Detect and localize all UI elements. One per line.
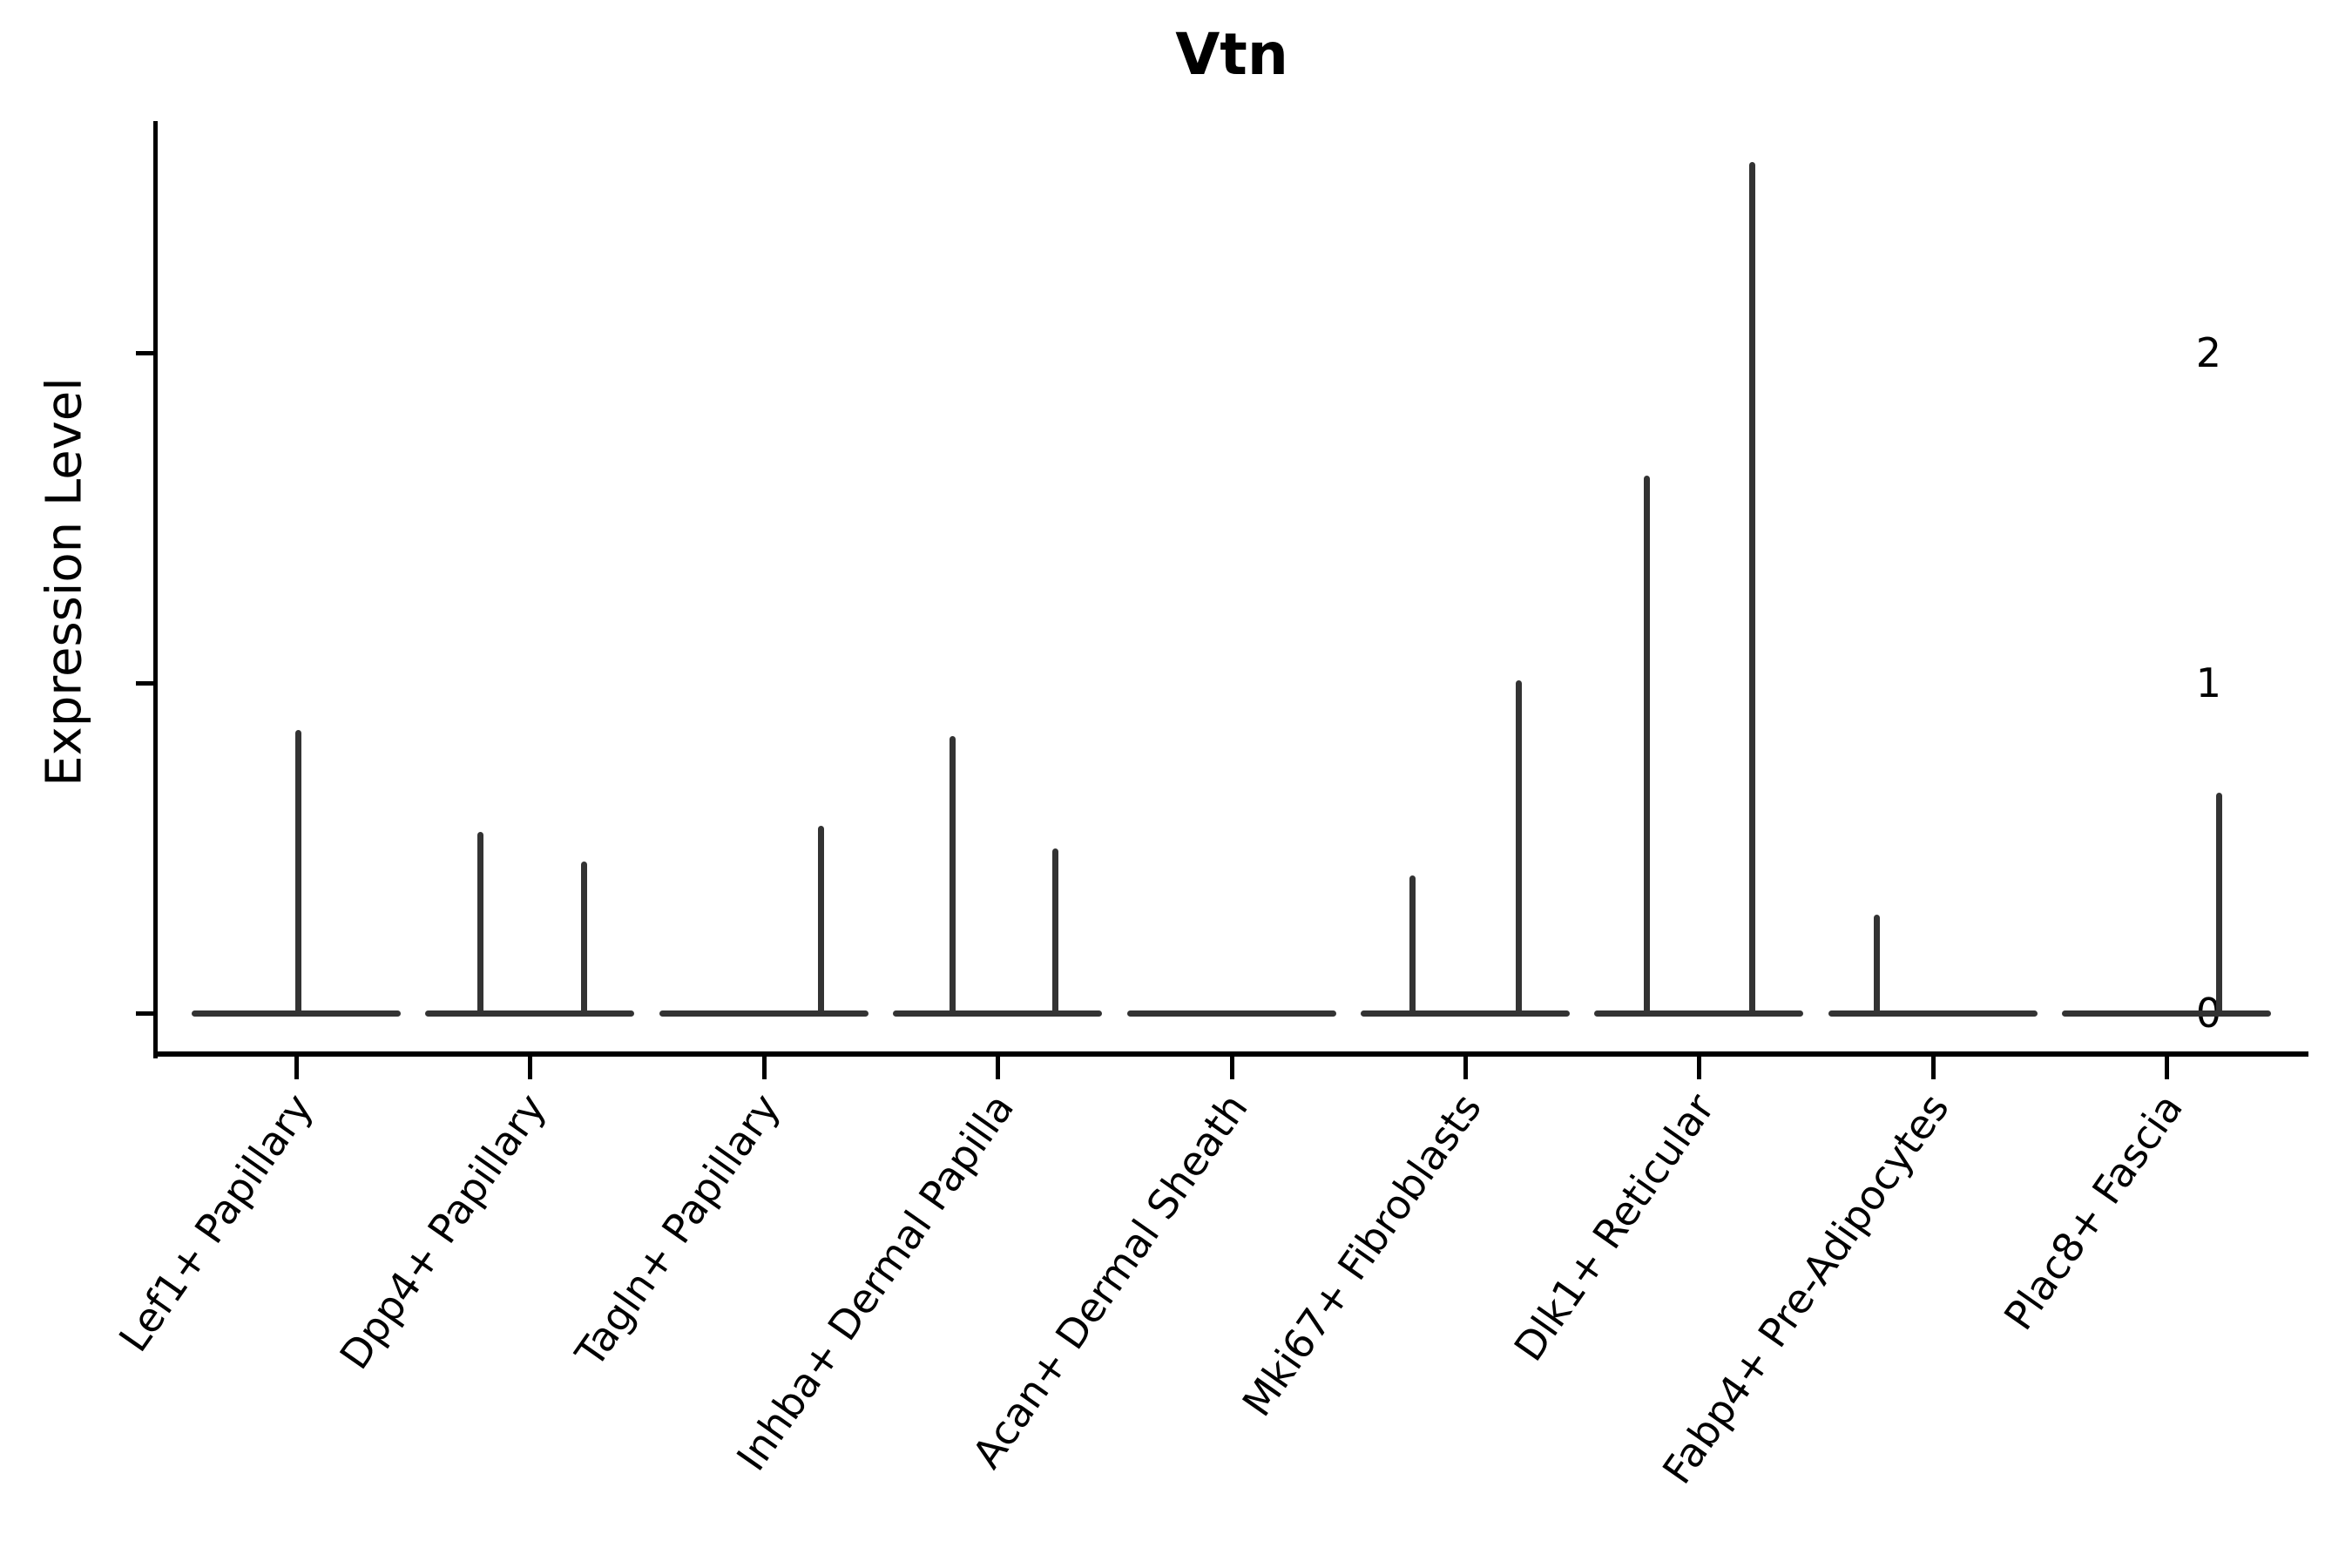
x-tick — [996, 1057, 1000, 1079]
violin-baseline — [425, 1010, 634, 1017]
violin-spike — [1516, 680, 1522, 1016]
x-tick — [1463, 1057, 1468, 1079]
y-tick — [136, 1011, 153, 1016]
x-tick-label: Acan+ Dermal Sheath — [963, 1085, 1257, 1477]
x-axis-spine — [153, 1051, 2308, 1057]
violin-baseline — [1361, 1010, 1570, 1017]
x-tick-label: Dlk1+ Reticular — [1504, 1085, 1724, 1370]
x-tick-label: Lef1+ Papillary — [109, 1085, 321, 1361]
violin-baseline — [1127, 1010, 1336, 1017]
chart-title: Vtn — [1175, 21, 1288, 88]
violin-spike — [818, 825, 824, 1016]
x-tick — [294, 1057, 299, 1079]
x-tick — [528, 1057, 532, 1079]
violin-spike — [950, 736, 956, 1016]
x-tick — [1697, 1057, 1701, 1079]
x-tick-label: Plac8+ Fascia — [1994, 1085, 2192, 1339]
violin-spike — [477, 832, 483, 1016]
violin-baseline — [1828, 1010, 2038, 1017]
violin-spike — [1052, 848, 1058, 1016]
y-axis-spine — [153, 121, 158, 1058]
x-tick — [762, 1057, 767, 1079]
x-tick-label: Dpp4+ Papillary — [330, 1085, 555, 1378]
y-tick — [136, 351, 153, 355]
violin-spike — [295, 729, 301, 1016]
y-tick-label: 2 — [2195, 329, 2221, 376]
violin-spike — [1644, 476, 1650, 1016]
violin-baseline — [1594, 1010, 1803, 1017]
violin-baseline — [2062, 1010, 2271, 1017]
y-tick-label: 1 — [2195, 659, 2221, 706]
violin-spike — [581, 862, 587, 1016]
x-tick — [1931, 1057, 1936, 1079]
violin-baseline — [893, 1010, 1102, 1017]
y-tick — [136, 681, 153, 686]
violin-spike — [1749, 161, 1755, 1016]
violin-spike — [2216, 792, 2222, 1016]
x-tick-label: Tagln+ Papillary — [566, 1085, 789, 1375]
violin-spike — [1874, 915, 1880, 1016]
x-tick — [2165, 1057, 2169, 1079]
violin-baseline — [659, 1010, 868, 1017]
x-tick — [1230, 1057, 1234, 1079]
violin-spike — [1409, 875, 1416, 1016]
x-tick-label: Fabp4+ Pre-Adipocytes — [1653, 1085, 1958, 1493]
x-tick-label: Mki67+ Fibroblasts — [1233, 1085, 1490, 1425]
x-tick-label: Inhba+ Dermal Papilla — [727, 1085, 1023, 1479]
